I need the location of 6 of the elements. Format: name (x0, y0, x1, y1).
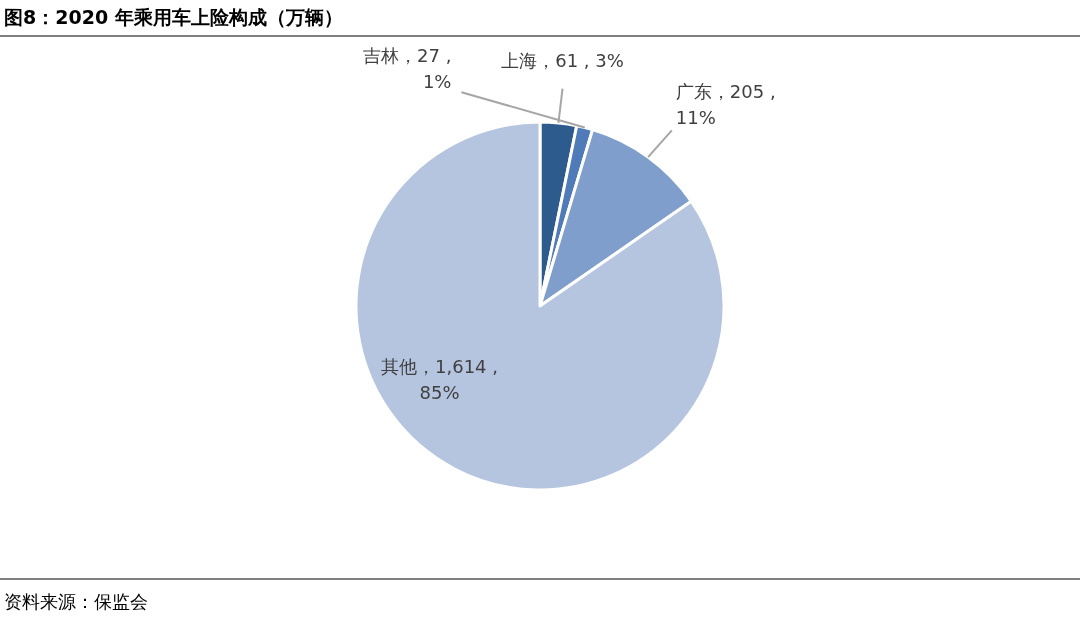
text: 图8：2020 年乘用车上险构成（万辆） (4, 6, 343, 28)
text: 资料来源：保监会 (4, 591, 148, 612)
slice-label: 吉林，27 , 1% (363, 45, 452, 93)
slice-label: 广东，205 , 11% (675, 81, 776, 129)
slice-label: 其他，1,614 , 85% (381, 355, 498, 403)
slice-label: 上海，61 , 3% (501, 49, 624, 71)
